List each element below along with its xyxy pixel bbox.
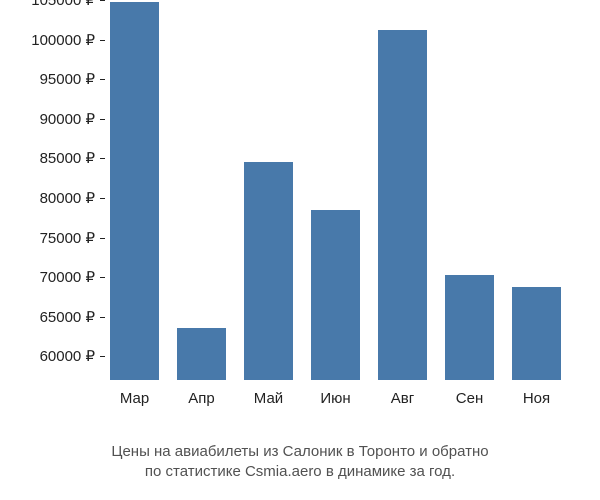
bar bbox=[110, 2, 159, 380]
x-tick-label: Авг bbox=[391, 390, 414, 407]
y-tick-mark bbox=[100, 238, 105, 239]
y-tick-label: 85000 ₽ bbox=[5, 149, 95, 167]
y-tick-label: 105000 ₽ bbox=[5, 0, 95, 9]
y-tick-mark bbox=[100, 317, 105, 318]
x-tick-label: Июн bbox=[320, 390, 350, 407]
y-tick-label: 80000 ₽ bbox=[5, 189, 95, 207]
x-tick-label: Сен bbox=[456, 390, 483, 407]
chart-caption: Цены на авиабилеты из Салоник в Торонто … bbox=[0, 442, 600, 483]
bar bbox=[311, 210, 360, 380]
x-tick-label: Апр bbox=[188, 390, 214, 407]
y-tick-label: 65000 ₽ bbox=[5, 308, 95, 326]
y-tick-mark bbox=[100, 356, 105, 357]
caption-line-2: по статистике Csmia.aero в динамике за г… bbox=[145, 463, 455, 480]
y-tick-mark bbox=[100, 0, 105, 1]
bar bbox=[445, 275, 494, 380]
plot-area bbox=[100, 0, 580, 380]
y-tick-label: 95000 ₽ bbox=[5, 70, 95, 88]
y-tick-mark bbox=[100, 119, 105, 120]
bar bbox=[244, 162, 293, 380]
y-tick-mark bbox=[100, 277, 105, 278]
y-tick-mark bbox=[100, 79, 105, 80]
price-chart: 60000 ₽ 65000 ₽ 70000 ₽ 75000 ₽ 80000 ₽ 85000… bbox=[0, 0, 600, 500]
bar bbox=[177, 328, 226, 380]
caption-line-1: Цены на авиабилеты из Салоник в Торонто … bbox=[111, 443, 488, 460]
y-tick-label: 90000 ₽ bbox=[5, 110, 95, 128]
y-tick-mark bbox=[100, 198, 105, 199]
y-tick-label: 75000 ₽ bbox=[5, 229, 95, 247]
x-tick-label: Ноя bbox=[523, 390, 550, 407]
y-tick-label: 100000 ₽ bbox=[5, 31, 95, 49]
x-tick-label: Май bbox=[254, 390, 283, 407]
y-tick-label: 60000 ₽ bbox=[5, 347, 95, 365]
bar bbox=[378, 30, 427, 380]
bar bbox=[512, 287, 561, 380]
y-tick-label: 70000 ₽ bbox=[5, 268, 95, 286]
y-tick-mark bbox=[100, 158, 105, 159]
y-tick-mark bbox=[100, 40, 105, 41]
x-tick-label: Мар bbox=[120, 390, 149, 407]
